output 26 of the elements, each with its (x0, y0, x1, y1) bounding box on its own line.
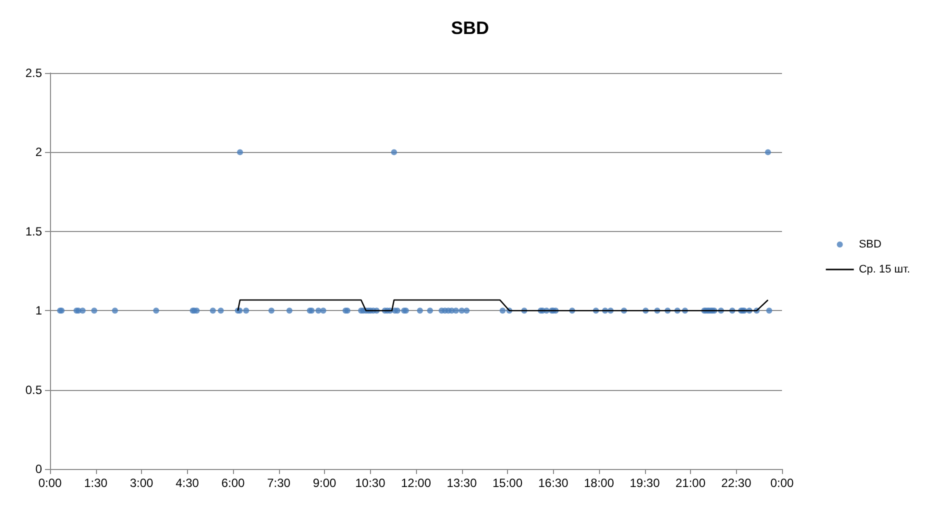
x-tick-label: 21:00 (675, 476, 706, 490)
x-tick-label: 13:30 (446, 476, 478, 490)
x-tick-label: 6:00 (221, 476, 245, 490)
x-tick-label: 16:30 (538, 476, 569, 490)
x-tick-label: 12:00 (400, 476, 432, 490)
x-tick-label: 22:30 (721, 476, 752, 490)
x-tick-label: 19:30 (630, 476, 660, 490)
x-tick-label: 15:00 (492, 476, 523, 490)
chart-title: SBD (450, 18, 490, 38)
y-tick-label: 0 (35, 462, 42, 476)
x-tick-label: 4:30 (176, 476, 200, 490)
y-tick-label: 2.5 (25, 66, 42, 80)
x-tick-label: 9:00 (312, 476, 336, 490)
y-tick-label: 1 (35, 304, 42, 318)
x-tick-label: 3:00 (130, 476, 154, 490)
y-tick-label: 2 (35, 145, 42, 160)
x-tick-label: 7:30 (267, 476, 291, 490)
legend-label: Ср. 15 шт. (858, 264, 910, 276)
x-tick-label: 18:00 (584, 476, 614, 490)
y-tick-label: 1.5 (25, 224, 42, 238)
x-tick-label: 0:00 (38, 476, 62, 490)
x-tick-label: 0:00 (770, 476, 794, 490)
x-tick-label: 10:30 (355, 476, 386, 490)
y-tick-label: 0.5 (25, 382, 42, 397)
legend-label: SBD (858, 238, 882, 250)
x-tick-label: 1:30 (84, 476, 108, 490)
